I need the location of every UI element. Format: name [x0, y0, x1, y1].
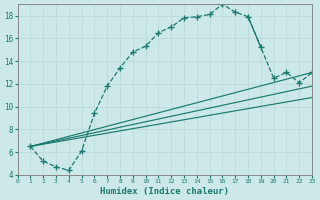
X-axis label: Humidex (Indice chaleur): Humidex (Indice chaleur): [100, 187, 229, 196]
